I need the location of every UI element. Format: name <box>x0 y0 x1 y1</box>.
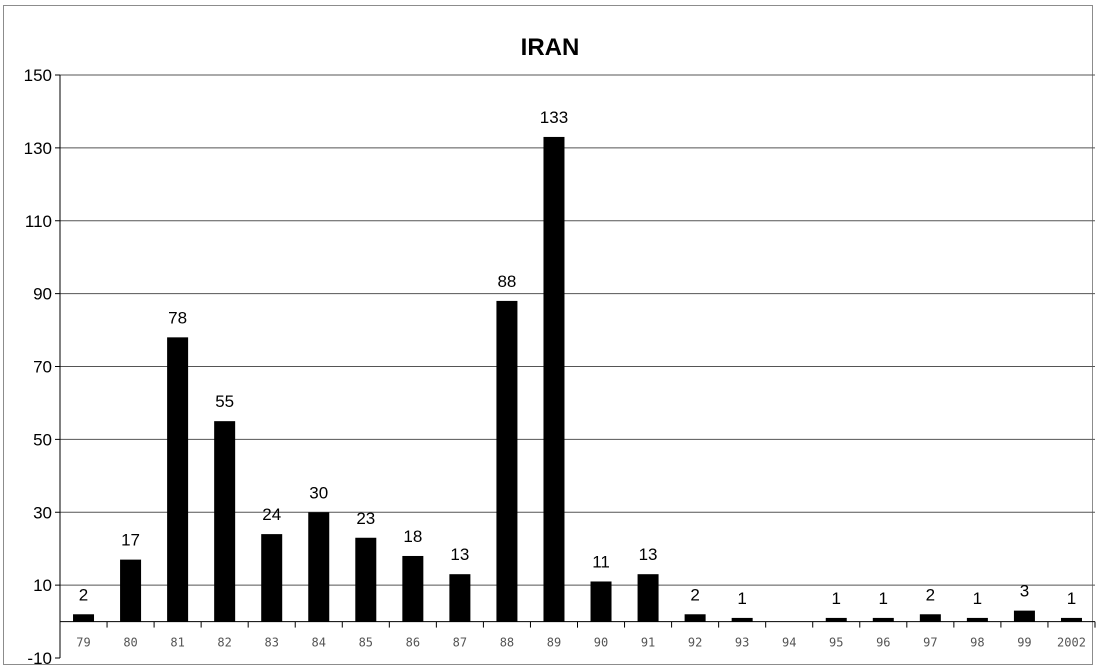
bar <box>966 617 988 622</box>
x-tick-label: 96 <box>876 636 890 650</box>
x-tick-label: 93 <box>735 636 749 650</box>
x-tick-label: 94 <box>782 636 796 650</box>
bar <box>449 574 471 622</box>
x-tick-label: 2002 <box>1057 636 1086 650</box>
data-label: 55 <box>215 392 234 411</box>
data-label: 1 <box>737 589 746 608</box>
data-label: 13 <box>639 545 658 564</box>
y-tick-label: -10 <box>27 649 52 668</box>
data-label: 88 <box>497 272 516 291</box>
chart-title: IRAN <box>521 34 580 61</box>
y-tick-label: 50 <box>33 430 52 449</box>
bar <box>872 617 894 622</box>
bar <box>1060 617 1082 622</box>
x-tick-label: 97 <box>923 636 937 650</box>
y-tick-label: 150 <box>24 66 52 85</box>
data-label: 133 <box>540 108 568 127</box>
y-tick-label: 130 <box>24 139 52 158</box>
bar <box>1013 610 1035 622</box>
bar <box>637 574 659 622</box>
y-tick-label: 90 <box>33 285 52 304</box>
bar <box>543 136 565 622</box>
x-tick-label: 86 <box>406 636 420 650</box>
x-tick-label: 95 <box>829 636 843 650</box>
x-tick-label: 91 <box>641 636 655 650</box>
bar <box>167 337 189 622</box>
bar <box>919 614 941 622</box>
bar <box>73 614 95 622</box>
data-label: 23 <box>356 509 375 528</box>
bar <box>731 617 753 622</box>
x-tick-label: 98 <box>970 636 984 650</box>
bar <box>355 537 377 622</box>
bar <box>120 559 142 622</box>
y-tick-label: 110 <box>25 212 52 231</box>
data-label: 17 <box>121 531 140 550</box>
x-tick-label: 99 <box>1017 636 1031 650</box>
bar <box>261 534 283 622</box>
x-tick-label: 84 <box>312 636 326 650</box>
data-label: 18 <box>403 527 422 546</box>
x-tick-label: 80 <box>123 636 137 650</box>
x-tick-label: 87 <box>453 636 467 650</box>
data-label: 1 <box>973 589 982 608</box>
x-tick-label: 83 <box>264 636 278 650</box>
x-tick-label: 85 <box>359 636 373 650</box>
x-tick-label: 92 <box>688 636 702 650</box>
data-label: 13 <box>450 545 469 564</box>
data-label: 2 <box>79 585 88 604</box>
data-label: 1 <box>879 589 888 608</box>
x-tick-label: 90 <box>594 636 608 650</box>
bar <box>402 555 424 622</box>
x-tick-label: 79 <box>76 636 90 650</box>
bar <box>214 421 236 622</box>
data-label: 78 <box>168 308 187 327</box>
y-tick-label: 30 <box>33 503 52 522</box>
data-label: 1 <box>1067 589 1076 608</box>
data-label: 1 <box>832 589 841 608</box>
data-label: 30 <box>309 483 328 502</box>
x-tick-label: 88 <box>500 636 514 650</box>
y-tick-label: 10 <box>33 576 52 595</box>
y-tick-label: 70 <box>33 358 52 377</box>
bar <box>684 614 706 622</box>
bar <box>308 512 330 622</box>
bar <box>496 300 518 622</box>
data-label: 2 <box>926 585 935 604</box>
bar <box>590 581 612 622</box>
x-tick-label: 81 <box>170 636 184 650</box>
data-label: 2 <box>690 585 699 604</box>
x-tick-label: 82 <box>217 636 231 650</box>
data-label: 11 <box>592 552 610 571</box>
data-label: 3 <box>1020 582 1029 601</box>
bar <box>825 617 847 622</box>
data-label: 24 <box>262 505 281 524</box>
x-tick-label: 89 <box>547 636 561 650</box>
